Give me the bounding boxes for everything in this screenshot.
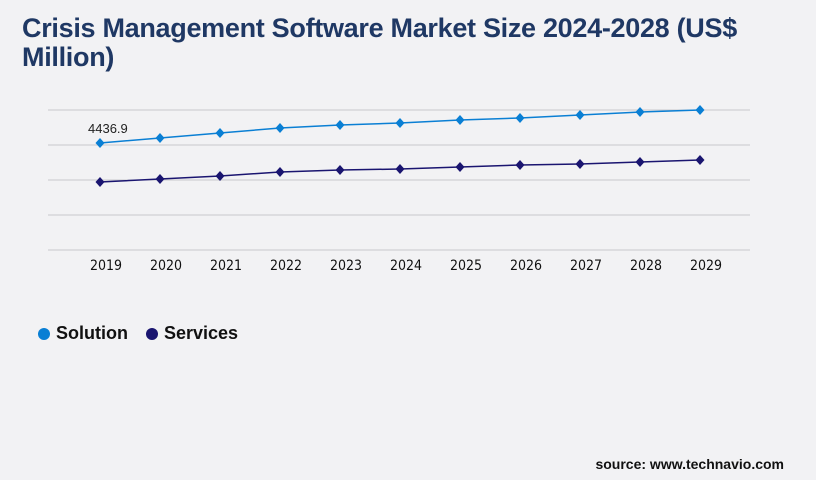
x-tick-label: 2026 bbox=[510, 258, 542, 274]
x-tick-label: 2020 bbox=[150, 258, 182, 274]
data-point-solution bbox=[455, 115, 465, 126]
data-point-solution bbox=[515, 113, 525, 124]
x-tick-label: 2024 bbox=[390, 258, 422, 274]
data-point-services bbox=[635, 157, 645, 168]
x-tick-label: 2023 bbox=[330, 258, 362, 274]
data-point-solution bbox=[275, 123, 285, 134]
data-point-solution bbox=[95, 138, 105, 149]
line-chart: 2019 2020 2021 2022 2023 2024 2025 2026 2027 2028… bbox=[48, 105, 750, 274]
chart-title: Crisis Management Software Market Size 2… bbox=[22, 13, 737, 72]
x-tick-label: 2029 bbox=[690, 258, 722, 274]
legend-item-solution[interactable]: Solution bbox=[38, 323, 128, 344]
legend-label: Solution bbox=[56, 323, 128, 343]
data-point-solution bbox=[575, 110, 585, 121]
data-point-solution bbox=[215, 128, 225, 139]
data-point-services bbox=[95, 177, 105, 188]
legend-label: Services bbox=[163, 323, 239, 343]
source-note: source: www.technavio.com bbox=[595, 456, 784, 472]
x-tick-label: 2028 bbox=[630, 258, 662, 274]
x-tick-label: 2025 bbox=[450, 258, 482, 274]
legend-marker-icon bbox=[145, 327, 158, 340]
x-tick-label: 2019 bbox=[90, 258, 122, 274]
data-point-services bbox=[335, 164, 345, 175]
x-tick-label: 2022 bbox=[270, 258, 302, 274]
x-tick-label: 2021 bbox=[210, 258, 242, 274]
data-label: 4436.9 bbox=[88, 121, 128, 136]
data-point-services bbox=[515, 160, 525, 171]
data-point-solution bbox=[695, 105, 705, 115]
data-point-services bbox=[575, 159, 585, 170]
data-point-services bbox=[395, 164, 405, 175]
data-point-services bbox=[695, 155, 705, 166]
legend-item-services[interactable]: Services bbox=[145, 323, 239, 344]
data-point-solution bbox=[395, 117, 405, 128]
data-point-solution bbox=[155, 133, 165, 144]
data-point-solution bbox=[335, 119, 345, 130]
legend: Solution Services bbox=[38, 323, 238, 344]
data-point-solution bbox=[635, 107, 645, 118]
data-point-services bbox=[155, 174, 165, 185]
x-tick-label: 2027 bbox=[570, 258, 602, 274]
legend-marker-icon bbox=[38, 327, 50, 340]
data-point-services bbox=[455, 162, 465, 173]
data-point-services bbox=[215, 170, 225, 181]
data-point-services bbox=[275, 166, 285, 177]
